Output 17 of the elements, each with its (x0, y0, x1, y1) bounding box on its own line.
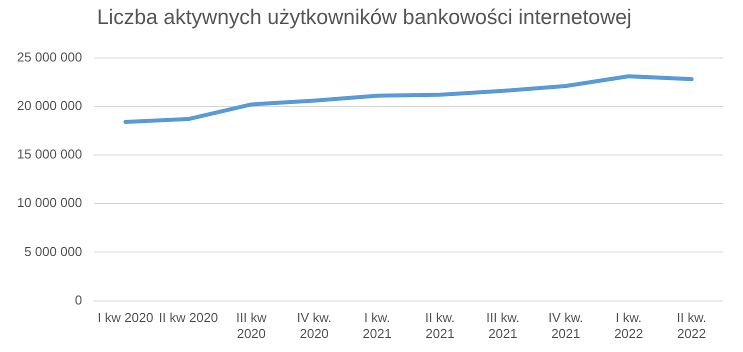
x-tick-label: I kw. 2022 (614, 310, 644, 341)
x-tick-label: II kw. 2022 (676, 310, 706, 341)
y-tick-label: 20 000 000 (16, 98, 82, 113)
y-tick-label: 5 000 000 (24, 244, 82, 259)
x-tick-label: I kw 2020 (98, 310, 154, 326)
x-tick-label: I kw. 2021 (362, 310, 392, 341)
x-tick-label: III kw 2020 (236, 310, 268, 341)
chart-title: Liczba aktywnych użytkowników bankowości internetowej (97, 6, 632, 30)
x-tick-label: II kw 2020 (158, 310, 218, 326)
x-tick-label: IV kw. 2020 (296, 310, 332, 341)
y-tick-label: 25 000 000 (16, 49, 82, 64)
y-tick-label: 15 000 000 (16, 146, 82, 162)
y-tick-label: 10 000 000 (16, 195, 82, 210)
x-tick-label: IV kw. 2021 (548, 310, 584, 341)
x-tick-label: II kw. 2021 (425, 310, 455, 341)
x-tick-label: III kw. 2021 (486, 310, 520, 341)
y-tick-label: 0 (74, 292, 82, 308)
